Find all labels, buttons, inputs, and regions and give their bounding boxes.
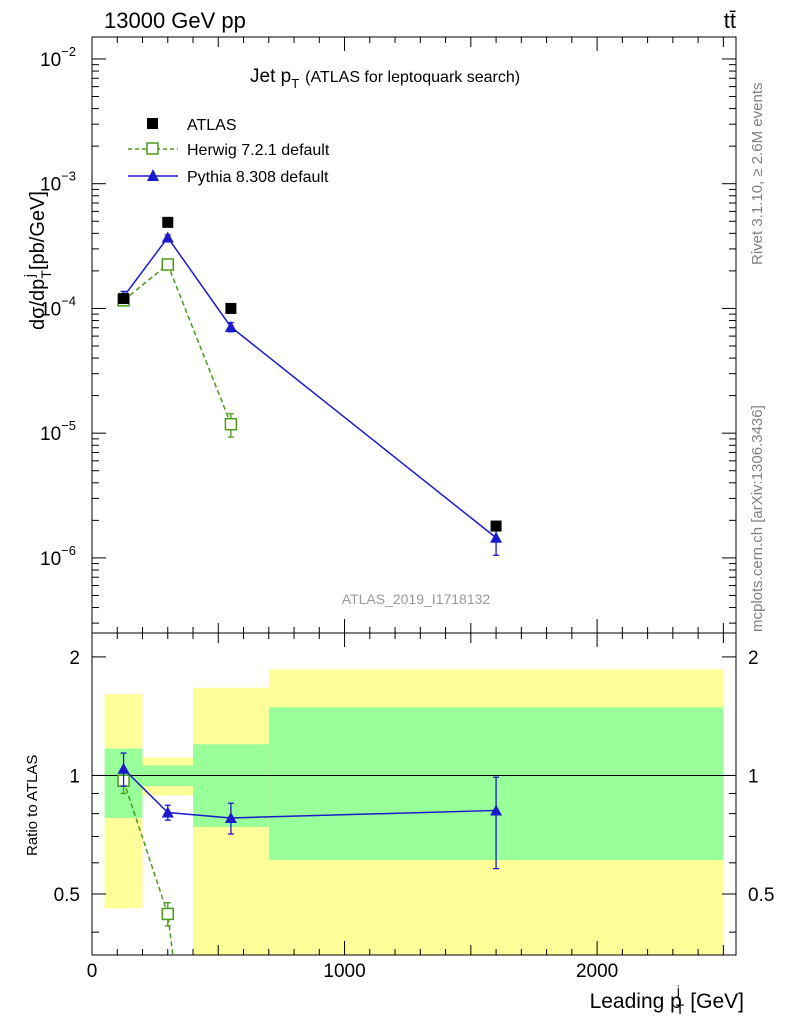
legend-label-pythia: Pythia 8.308 default — [187, 169, 329, 186]
ratio-frame — [91, 632, 737, 956]
legend: ATLAS Herwig 7.2.1 default Pythia 8.308 … — [128, 117, 330, 186]
x-tick-label: 1000 — [323, 961, 365, 982]
data-point — [161, 258, 175, 271]
ratio-y-tick-label: 1 — [69, 766, 80, 787]
ratio-panel: 0.5 0.5 1 1 2 2 0 1000 2000 Ratio to ATLAS Leadi… — [24, 632, 774, 1017]
ratio-y-tick-label-right: 2 — [748, 648, 759, 669]
legend-marker-pythia — [147, 169, 159, 181]
watermark: ATLAS_2019_I1718132 — [342, 591, 491, 607]
data-point — [490, 804, 503, 816]
main-series — [117, 216, 503, 556]
data-point — [490, 531, 503, 543]
series-line — [122, 236, 497, 539]
ratio-y-tick-label: 2 — [69, 648, 80, 669]
data-point — [490, 520, 502, 532]
rivet-label: Rivet 3.1.10, ≥ 2.6M events — [749, 83, 766, 266]
data-point — [224, 417, 238, 431]
ratio-y-tick-label: 0.5 — [54, 885, 80, 906]
data-point — [118, 293, 130, 305]
data-point — [161, 231, 174, 243]
legend-marker-herwig — [146, 142, 159, 155]
y-tick-label: 10−5 — [40, 418, 76, 445]
legend-marker-atlas — [147, 118, 158, 129]
x-axis-label: Leading pj T [GeV] — [590, 983, 744, 1017]
x-tick-label: 0 — [87, 961, 98, 982]
y-tick-label: 10−3 — [40, 169, 76, 196]
data-point — [225, 302, 237, 314]
plot-title: Jet pT (ATLAS for leptoquark search) — [250, 66, 520, 91]
x-tick-label: 2000 — [576, 961, 618, 982]
y-tick-label: 10−4 — [40, 293, 76, 320]
data-point — [224, 320, 237, 332]
main-y-axis-label: dσ/dpTj[pb/GeV] — [21, 191, 54, 330]
y-tick-label: 10−2 — [40, 44, 76, 71]
data-point — [161, 907, 175, 921]
ratio-series — [117, 752, 503, 956]
ratio-y-tick-label-right: 1 — [748, 766, 759, 787]
header-process-label: 13000 GeV pp — [104, 8, 246, 33]
main-panel: 10−6 10−5 10−4 10−3 10−2 Jet pT (ATLAS for le… — [21, 36, 737, 634]
series-line — [123, 263, 232, 425]
main-y-tick-labels: 10−6 10−5 10−4 10−3 10−2 — [40, 44, 76, 570]
mcplots-label: mcplots.cern.ch [arXiv:1306.3436] — [749, 405, 766, 632]
y-tick-label: 10−6 — [40, 543, 76, 570]
legend-label-herwig: Herwig 7.2.1 default — [187, 142, 330, 159]
series-line — [123, 768, 497, 819]
legend-label-atlas: ATLAS — [187, 117, 237, 134]
data-point — [117, 762, 130, 774]
ratio-y-axis-label: Ratio to ATLAS — [24, 755, 41, 856]
ratio-y-tick-label-right: 0.5 — [748, 885, 774, 906]
main-ticks — [91, 37, 736, 633]
data-point — [162, 216, 174, 228]
header-final-state-label: tt̄ — [724, 8, 736, 33]
ratio-ticks: 0.5 0.5 1 1 2 2 0 1000 2000 — [54, 633, 774, 982]
data-point — [161, 806, 174, 818]
data-point — [224, 811, 237, 823]
